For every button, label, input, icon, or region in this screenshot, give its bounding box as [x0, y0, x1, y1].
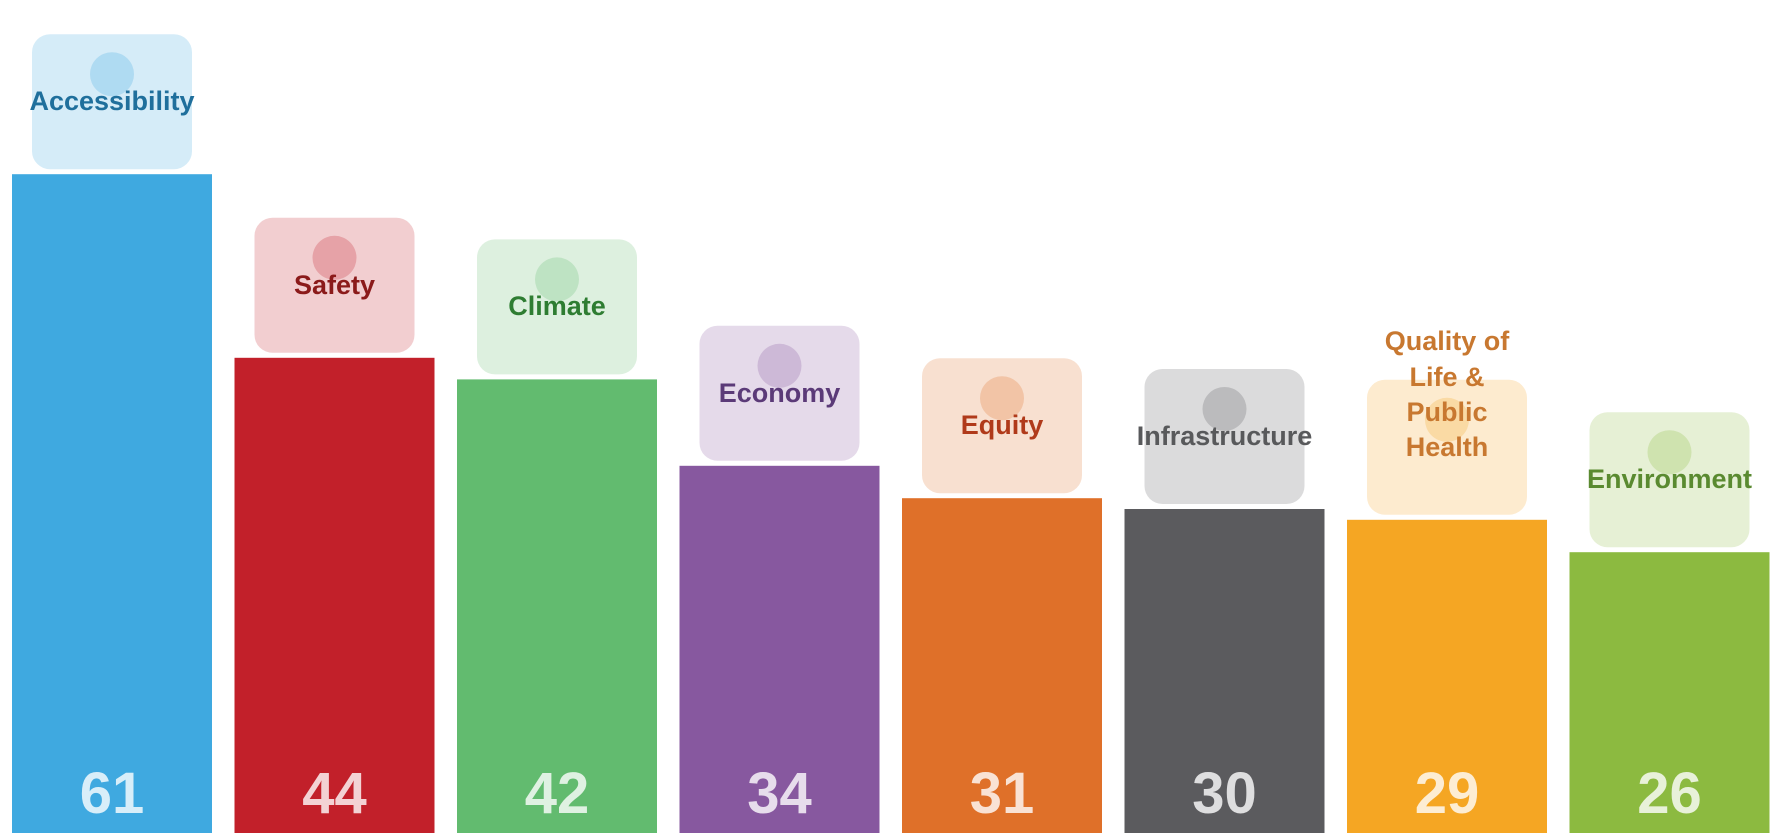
category-label: Quality of Life & Public Health [1380, 324, 1515, 464]
category-label-wrap: Infrastructure [1114, 419, 1336, 454]
category-label: Economy [719, 376, 841, 411]
bar [12, 174, 212, 833]
category-label: Environment [1587, 462, 1752, 497]
category-label: Equity [961, 408, 1044, 443]
value-label: 42 [525, 761, 590, 826]
category-label: Infrastructure [1137, 419, 1313, 454]
value-label: 61 [80, 761, 145, 826]
category-label: Climate [508, 289, 606, 324]
category-label-wrap: Economy [669, 376, 891, 411]
category-label: Accessibility [29, 84, 194, 119]
page: 6144423431302926 (() => { const data = J… [0, 0, 1786, 833]
category-label-wrap: Equity [891, 408, 1113, 443]
value-label: 29 [1415, 761, 1480, 826]
category-label-wrap: Environment [1559, 462, 1781, 497]
value-label: 44 [302, 761, 367, 826]
value-label: 34 [747, 761, 812, 826]
category-label-wrap: Climate [446, 289, 668, 324]
category-label-wrap: Safety [224, 268, 446, 303]
value-label: 31 [970, 761, 1035, 826]
category-label-wrap: Accessibility [1, 84, 223, 119]
value-label: 26 [1637, 761, 1702, 826]
value-label: 30 [1192, 761, 1257, 826]
category-label: Safety [294, 268, 375, 303]
category-label-wrap: Quality of Life & Public Health [1336, 324, 1558, 464]
